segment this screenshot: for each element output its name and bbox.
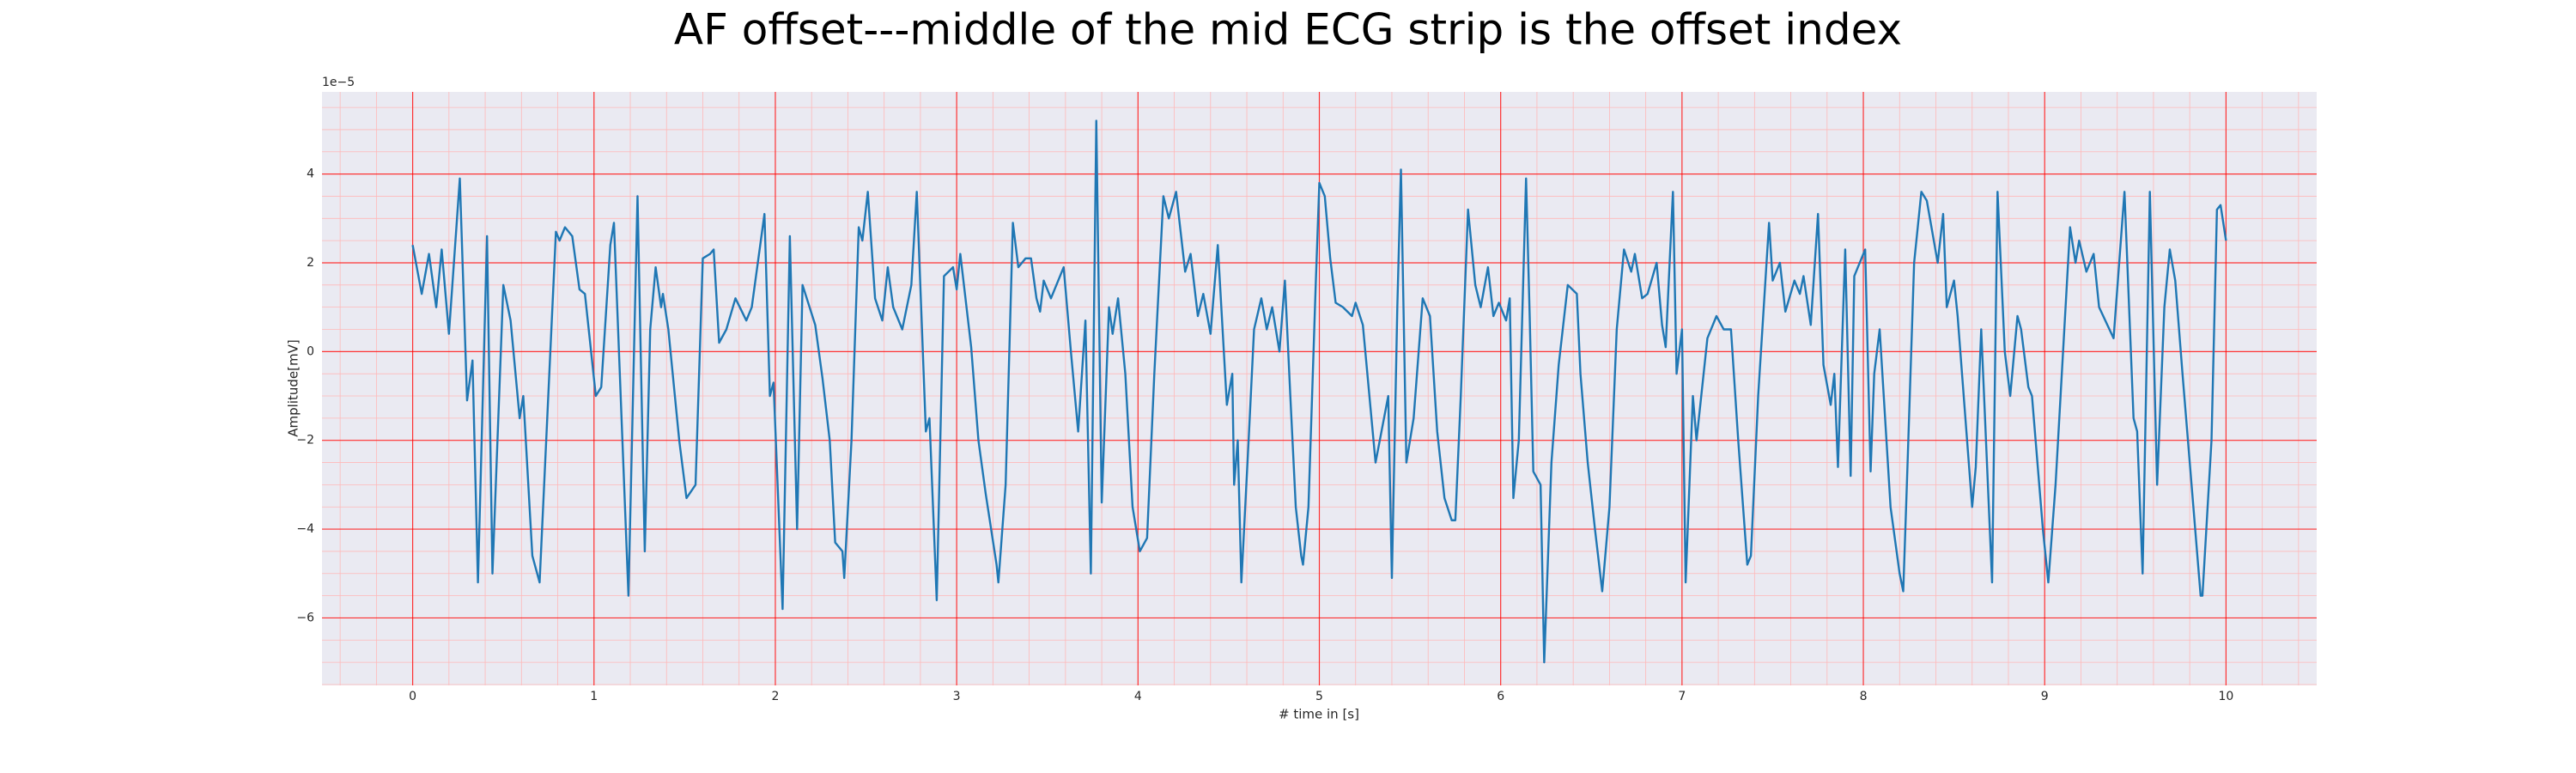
- y-tick-label: −4: [296, 522, 314, 536]
- y-tick-label: −6: [296, 611, 314, 624]
- y-tick-label: 0: [307, 344, 314, 358]
- chart-title: AF offset---middle of the mid ECG strip …: [674, 5, 1902, 55]
- x-tick-label: 3: [953, 690, 961, 703]
- y-tick-label: 2: [307, 256, 314, 270]
- x-tick-label: 1: [590, 690, 598, 703]
- x-tick-label: 9: [2041, 690, 2049, 703]
- x-tick-label: 6: [1497, 690, 1504, 703]
- ecg-line: [411, 119, 2227, 664]
- x-tick-label: 2: [771, 690, 779, 703]
- y-axis-label: Amplitude[mV]: [286, 339, 301, 436]
- x-tick-label: 4: [1134, 690, 1142, 703]
- y-offset-label: 1e−5: [322, 76, 355, 89]
- x-axis-label: # time in [s]: [1279, 707, 1359, 722]
- x-tick-label: 10: [2218, 690, 2233, 703]
- x-tick-label: 5: [1315, 690, 1323, 703]
- x-tick-label: 0: [409, 690, 416, 703]
- x-tick-label: 8: [1860, 690, 1868, 703]
- x-tick-label: 7: [1678, 690, 1686, 703]
- y-tick-label: −2: [296, 434, 314, 447]
- y-tick-label: 4: [307, 167, 314, 181]
